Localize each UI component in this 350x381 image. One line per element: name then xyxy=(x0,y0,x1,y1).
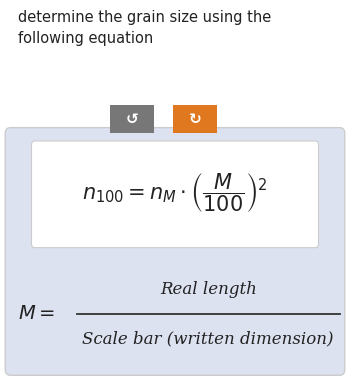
Text: $n_{100} = n_M \cdot \left(\dfrac{M}{100}\right)^2$: $n_{100} = n_M \cdot \left(\dfrac{M}{100… xyxy=(82,171,268,214)
Text: ↺: ↺ xyxy=(126,112,139,126)
FancyBboxPatch shape xyxy=(173,105,217,133)
Text: ↻: ↻ xyxy=(189,112,202,126)
Text: $M=$: $M=$ xyxy=(18,305,55,323)
FancyBboxPatch shape xyxy=(32,141,318,248)
Text: Scale bar (written dimension): Scale bar (written dimension) xyxy=(83,331,334,347)
FancyBboxPatch shape xyxy=(5,128,345,375)
Text: Real length: Real length xyxy=(160,281,257,298)
Text: determine the grain size using the
following equation: determine the grain size using the follo… xyxy=(18,10,271,45)
FancyBboxPatch shape xyxy=(110,105,154,133)
